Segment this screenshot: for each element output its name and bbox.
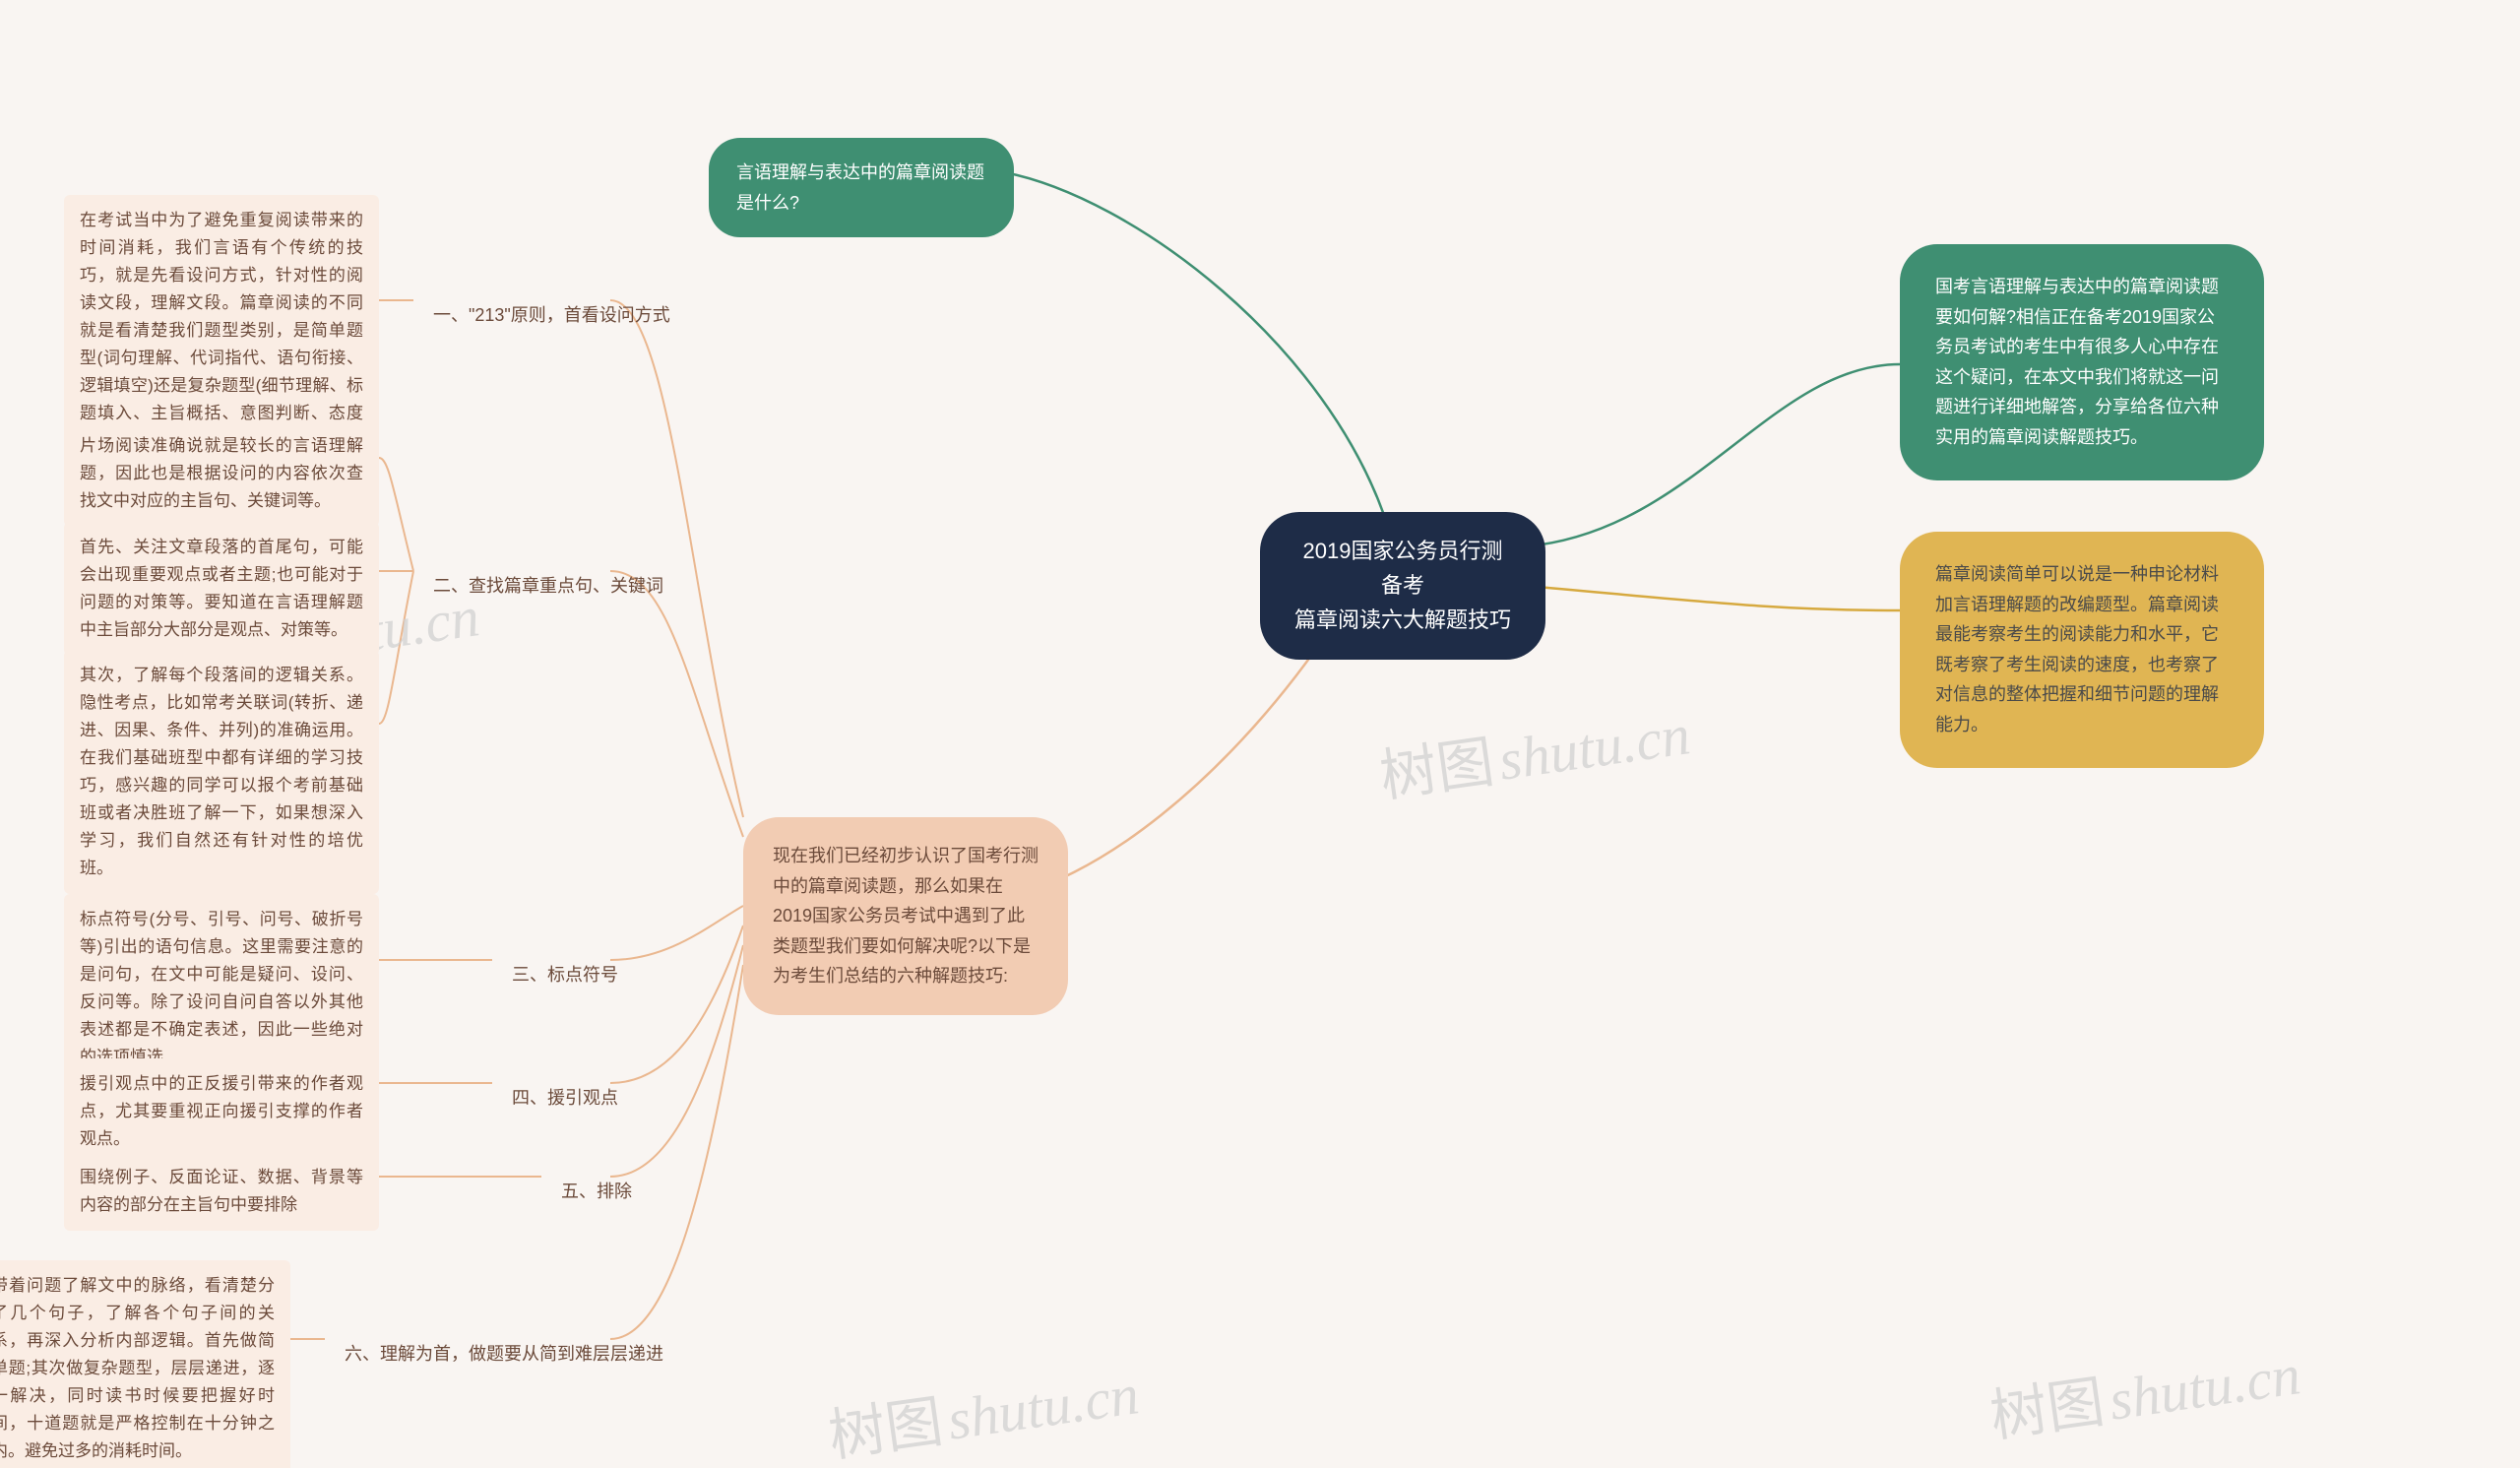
item-2-detail-b[interactable]: 首先、关注文章段落的首尾句，可能会出现重要观点或者主题;也可能对于问题的对策等。… (64, 522, 379, 656)
top-green-text: 言语理解与表达中的篇章阅读题是什么? (736, 162, 984, 213)
top-green-pill[interactable]: 言语理解与表达中的篇章阅读题是什么? (709, 138, 1014, 237)
right-green-box[interactable]: 国考言语理解与表达中的篇章阅读题要如何解?相信正在备考2019国家公务员考试的考… (1900, 244, 2264, 480)
watermark: 树图shutu.cn (823, 1347, 1144, 1468)
center-line1: 2019国家公务员行测备考 (1293, 534, 1512, 603)
item-3-title[interactable]: 三、标点符号 (492, 947, 638, 1003)
item-3-detail[interactable]: 标点符号(分号、引号、问号、破折号等)引出的语句信息。这里需要注意的是问句，在文… (64, 894, 379, 1083)
item-5-detail[interactable]: 围绕例子、反面论证、数据、背景等内容的部分在主旨句中要排除 (64, 1152, 379, 1231)
center-line2: 篇章阅读六大解题技巧 (1293, 603, 1512, 637)
item-6-title[interactable]: 六、理解为首，做题要从简到难层层递进 (325, 1326, 683, 1382)
item-6-detail[interactable]: 带着问题了解文中的脉络，看清楚分了几个句子，了解各个句子间的关系，再深入分析内部… (0, 1260, 290, 1468)
item-4-detail[interactable]: 援引观点中的正反援引带来的作者观点，尤其要重视正向援引支撑的作者观点。 (64, 1058, 379, 1165)
center-node[interactable]: 2019国家公务员行测备考 篇章阅读六大解题技巧 (1260, 512, 1545, 660)
right-yellow-box[interactable]: 篇章阅读简单可以说是一种申论材料加言语理解题的改编题型。篇章阅读最能考察考生的阅… (1900, 532, 2264, 768)
item-1-title[interactable]: 一、"213"原则，首看设问方式 (413, 287, 690, 344)
item-4-title[interactable]: 四、援引观点 (492, 1070, 638, 1126)
item-2-detail-a[interactable]: 片场阅读准确说就是较长的言语理解题，因此也是根据设问的内容依次查找文中对应的主旨… (64, 420, 379, 527)
right-green-text: 国考言语理解与表达中的篇章阅读题要如何解?相信正在备考2019国家公务员考试的考… (1935, 277, 2219, 447)
watermark: 树图shutu.cn (1374, 687, 1695, 812)
watermark: 树图shutu.cn (1984, 1327, 2305, 1452)
item-5-title[interactable]: 五、排除 (541, 1164, 652, 1220)
peach-main-text: 现在我们已经初步认识了国考行测中的篇章阅读题，那么如果在2019国家公务员考试中… (773, 846, 1039, 986)
peach-main[interactable]: 现在我们已经初步认识了国考行测中的篇章阅读题，那么如果在2019国家公务员考试中… (743, 817, 1068, 1015)
right-yellow-text: 篇章阅读简单可以说是一种申论材料加言语理解题的改编题型。篇章阅读最能考察考生的阅… (1935, 564, 2219, 734)
item-2-detail-c[interactable]: 其次，了解每个段落间的逻辑关系。隐性考点，比如常考关联词(转折、递进、因果、条件… (64, 650, 379, 894)
item-2-title[interactable]: 二、查找篇章重点句、关键词 (413, 558, 683, 614)
